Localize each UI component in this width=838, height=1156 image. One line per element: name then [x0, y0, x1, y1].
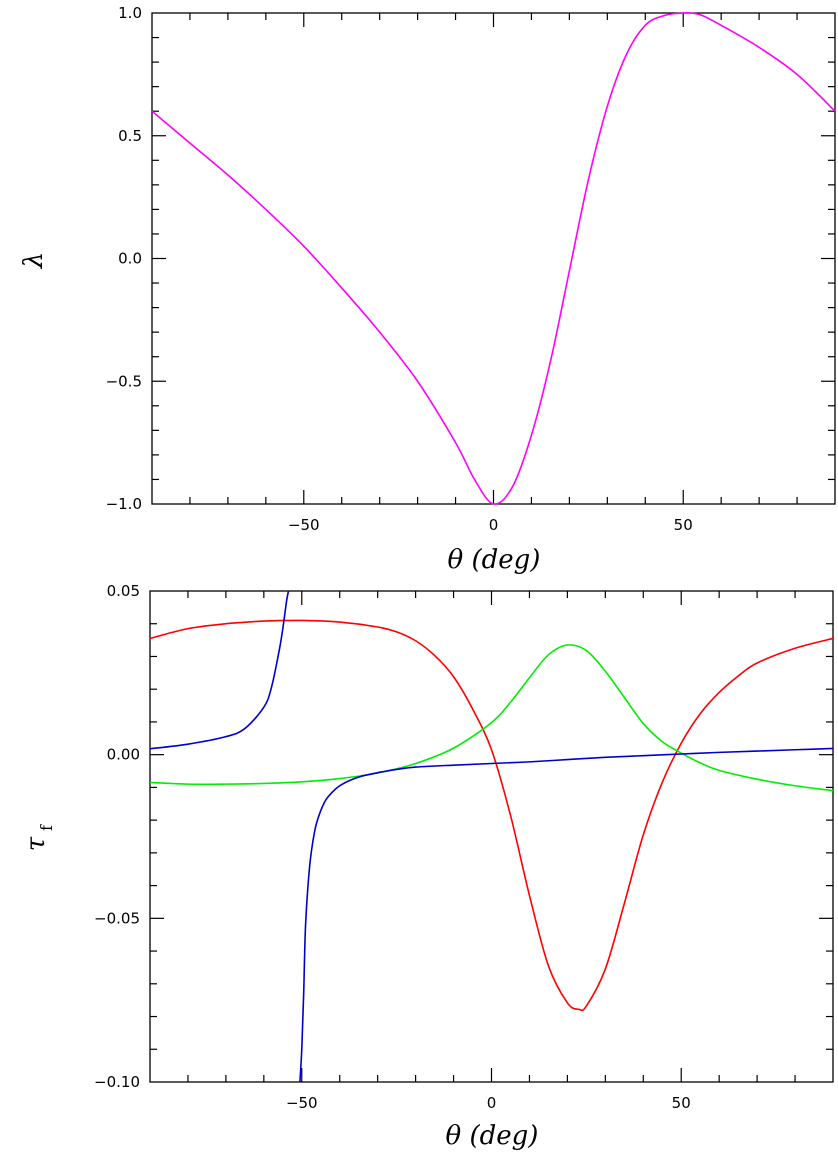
tau-x-tick-label: 0	[487, 1094, 497, 1112]
lambda-series-line-0	[151, 11, 836, 505]
svg-text:f: f	[37, 824, 56, 831]
lambda-y-axis-label: λ	[19, 252, 49, 269]
tau-series-line-2	[149, 590, 290, 750]
lambda-x-tick-label: −50	[288, 516, 320, 534]
tau-series-lines	[149, 590, 834, 1083]
tau-y-tick-label: 0.00	[107, 746, 140, 764]
tau-panel: −50 0 50 −0.10 −0.05 0.00 0.05 θ (deg) τ f	[21, 582, 834, 1151]
tau-series-line-1	[149, 644, 834, 792]
lambda-plot-frame	[151, 12, 836, 505]
lambda-x-tick-label: 0	[489, 516, 499, 534]
lambda-panel: −50 0 50 −1.0 −0.5 0.0 0.5 1.0 θ (deg) λ	[19, 4, 836, 575]
tau-y-tick-label: −0.05	[94, 909, 140, 927]
tau-y-axis-label: τ f	[21, 824, 56, 851]
lambda-y-tick-label: 1.0	[118, 4, 142, 22]
tau-plot-frame	[149, 590, 834, 1083]
tau-x-tick-label: 50	[672, 1094, 691, 1112]
lambda-y-tick-label: 0.0	[118, 250, 142, 268]
svg-text:τ: τ	[21, 836, 51, 851]
tau-axis-ticks: −50 0 50 −0.10 −0.05 0.00 0.05	[94, 582, 833, 1112]
tau-series-line-0	[149, 619, 834, 1012]
tau-series-line-3	[299, 747, 834, 1083]
lambda-y-tick-label: −0.5	[106, 372, 142, 390]
tau-x-tick-label: −50	[286, 1094, 318, 1112]
lambda-x-tick-label: 50	[674, 516, 693, 534]
tau-x-axis-label: θ (deg)	[446, 1121, 539, 1151]
tau-y-tick-label: 0.05	[107, 582, 140, 600]
lambda-y-tick-label: −1.0	[106, 495, 142, 513]
lambda-axis-ticks: −50 0 50 −1.0 −0.5 0.0 0.5 1.0	[106, 4, 835, 534]
tau-y-tick-label: −0.10	[94, 1073, 140, 1091]
lambda-y-tick-label: 0.5	[118, 127, 142, 145]
lambda-x-axis-label: θ (deg)	[448, 545, 541, 575]
lambda-series-lines	[151, 11, 836, 505]
